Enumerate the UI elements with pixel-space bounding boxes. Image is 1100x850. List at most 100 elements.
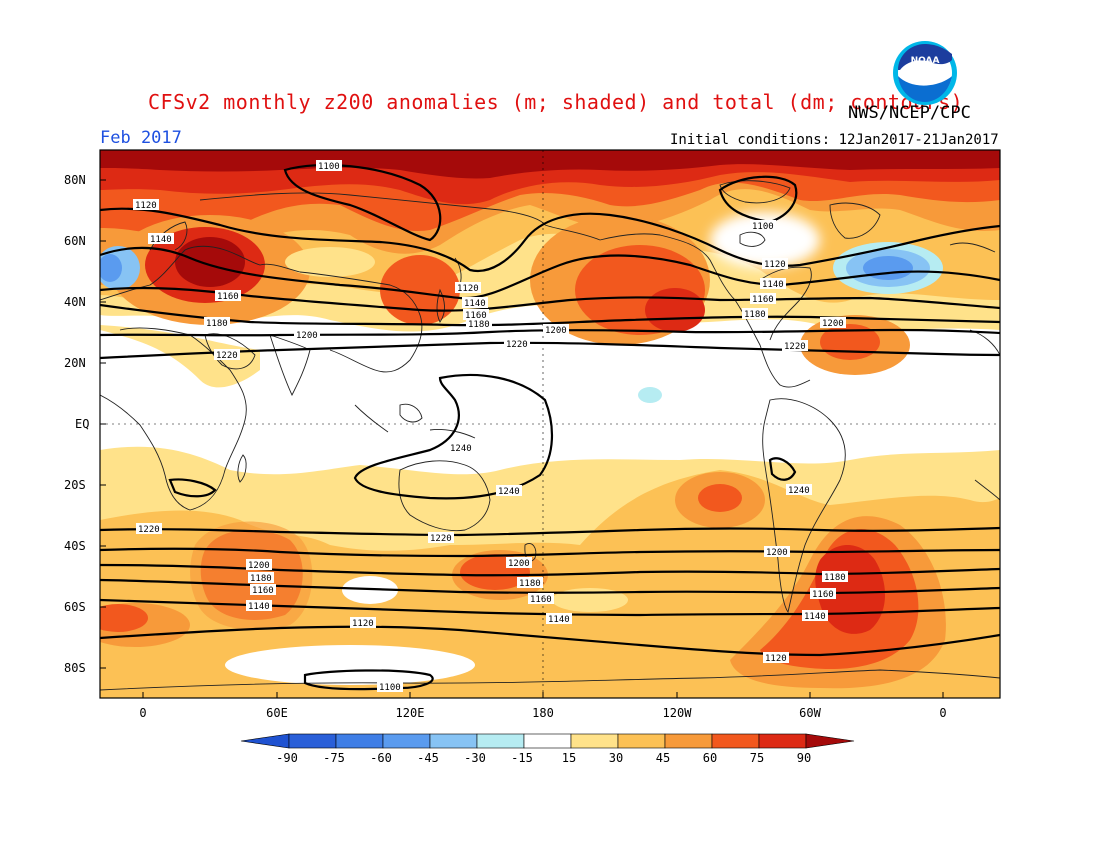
anomaly-south-neutral-b <box>552 588 628 612</box>
lon-label-60e: 60E <box>266 706 288 720</box>
contour-label: 1160 <box>250 584 276 596</box>
lon-label-120e: 120E <box>396 706 425 720</box>
anomaly-south-atlantic-75 <box>815 545 886 634</box>
contour-label: 1100 <box>377 681 403 693</box>
contour-label: 1160 <box>528 593 554 605</box>
contour-1240-west-pacific <box>353 373 553 500</box>
contour-label: 1240 <box>786 484 812 496</box>
contour-label: 1220 <box>428 532 454 544</box>
colorbar-label: 75 <box>750 751 764 765</box>
contour-label: 1200 <box>820 317 846 329</box>
contour-label-text: 1240 <box>450 444 472 454</box>
contour-label-text: 1140 <box>248 602 270 612</box>
contour-label: 1160 <box>215 290 241 302</box>
figure-title: CFSv2 monthly z200 anomalies (m; shaded)… <box>148 90 964 114</box>
contour-label-text: 1160 <box>812 590 834 600</box>
contour-1120-south <box>100 625 1000 657</box>
contour-label: 1160 <box>810 588 836 600</box>
latitude-labels: 80N 60N 40N 20N EQ 20S 40S 60S 80S <box>64 173 89 675</box>
contour-label: 1120 <box>133 199 159 211</box>
axis-ticks <box>100 179 944 698</box>
forecast-month: Feb 2017 <box>100 128 182 148</box>
contour-labels: 1100 1100 1100 1120 1120 1120 1120 1120 … <box>133 160 848 693</box>
lat-label-40n: 40N <box>64 295 86 309</box>
contour-label-text: 1220 <box>430 534 452 544</box>
contour-label: 1240 <box>496 485 522 497</box>
colorbar-swatch <box>288 733 337 749</box>
coast-north-america-east <box>759 266 812 341</box>
coast-hudson-bay <box>739 231 766 247</box>
agency-label: NWS/NCEP/CPC <box>848 103 971 123</box>
contour-label: 1180 <box>822 571 848 583</box>
contour-label-text: 1140 <box>804 612 826 622</box>
contour-label-text: 1180 <box>824 573 846 583</box>
lat-label-60n: 60N <box>64 234 86 248</box>
contour-label: 1120 <box>455 282 481 294</box>
contour-label-text: 1160 <box>530 595 552 605</box>
colorbar-label: -15 <box>511 751 533 765</box>
contour-label-text: 1180 <box>250 574 272 584</box>
contour-label: 1180 <box>742 308 768 320</box>
lat-label-80n: 80N <box>64 173 86 187</box>
coast-sumatra <box>354 404 389 433</box>
contour-label-text: 1120 <box>135 201 157 211</box>
contour-label-text: 1120 <box>765 654 787 664</box>
contour-1160 <box>100 286 1000 312</box>
coast-europe-east-edge <box>949 242 996 253</box>
contour-label: 1160 <box>463 309 489 321</box>
lon-label-60w: 60W <box>799 706 821 720</box>
anomaly-east-south-45 <box>940 535 1000 585</box>
contour-label: 1220 <box>214 349 240 361</box>
anomaly-tropics-north-15 <box>100 325 260 388</box>
contour-label-text: 1160 <box>217 292 239 302</box>
colorbar-swatch <box>570 733 619 749</box>
contour-label: 1120 <box>762 258 788 270</box>
contour-label-text: 1200 <box>822 319 844 329</box>
colorbar-label: -75 <box>323 751 345 765</box>
coast-arctic-islands <box>719 180 791 204</box>
lon-label-180: 180 <box>532 706 554 720</box>
lon-label-120w: 120W <box>663 706 693 720</box>
contour-label: 1100 <box>316 160 342 172</box>
contour-label-text: 1220 <box>784 342 806 352</box>
contour-label: 1100 <box>750 220 776 232</box>
anomaly-pacific-75 <box>645 288 705 332</box>
contour-label-text: 1160 <box>752 295 774 305</box>
colorbar-label: 90 <box>797 751 811 765</box>
coast-japan <box>436 288 445 323</box>
contour-label: 1140 <box>802 610 828 622</box>
colorbar-label: 30 <box>609 751 623 765</box>
coast-alaska <box>544 224 601 241</box>
contour-label-text: 1140 <box>464 299 486 309</box>
coast-antarctica <box>100 669 1000 691</box>
colorbar-label: 60 <box>703 751 717 765</box>
contour-label-text: 1240 <box>788 486 810 496</box>
contour-1220-north <box>100 341 1000 360</box>
coast-africa <box>100 327 247 511</box>
map-plot-area: 1100 1100 1100 1120 1120 1120 1120 1120 … <box>100 150 1000 698</box>
coastlines <box>100 180 1000 691</box>
contour-1140 <box>100 246 1000 300</box>
colorbar-swatch <box>476 733 525 749</box>
contour-label-text: 1220 <box>138 525 160 535</box>
contour-label-text: 1200 <box>508 559 530 569</box>
lat-label-40s: 40S <box>64 539 86 553</box>
contour-label-text: 1200 <box>248 561 270 571</box>
contour-label: 1120 <box>763 652 789 664</box>
colorbar-right-arrow <box>805 733 855 749</box>
colorbar-swatch <box>335 733 384 749</box>
contour-label-text: 1100 <box>318 162 340 172</box>
contour-1240-south-america <box>768 457 797 481</box>
contour-label-text: 1200 <box>296 331 318 341</box>
colorbar: -90 -75 -60 -45 -30 -15 15 30 45 60 75 90 <box>240 733 855 765</box>
contour-label-text: 1140 <box>548 615 570 625</box>
coast-europe <box>100 245 301 301</box>
lat-label-eq: EQ <box>75 417 89 431</box>
colorbar-swatch <box>382 733 431 749</box>
lat-label-20n: 20N <box>64 356 86 370</box>
contour-label: 1180 <box>466 318 492 330</box>
contour-label: 1160 <box>750 293 776 305</box>
contour-label: 1140 <box>462 297 488 309</box>
colorbar-swatch <box>711 733 760 749</box>
contour-label: 1200 <box>294 329 320 341</box>
